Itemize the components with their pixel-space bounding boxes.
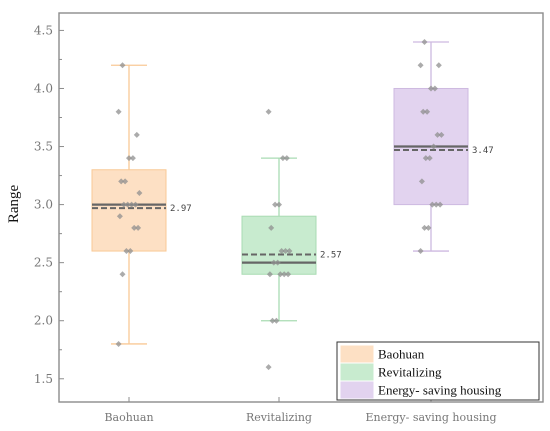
x-tick-label: Revitalizing: [246, 411, 312, 424]
data-point: [422, 155, 429, 162]
data-point: [424, 108, 431, 115]
data-point: [428, 85, 434, 92]
mean-label: 2.97: [170, 204, 192, 214]
legend-swatch: [340, 363, 374, 381]
legend-label: Energy- saving housing: [378, 383, 502, 398]
box-group: 2.97: [91, 62, 192, 347]
legend: Baohuan Revitalizing Energy- saving housin…: [336, 341, 540, 401]
data-point: [133, 131, 140, 138]
y-tick-label: 2.5: [34, 256, 53, 270]
legend-label: Revitalizing: [378, 365, 442, 380]
data-point: [269, 317, 276, 324]
data-point: [282, 248, 289, 255]
data-point: [429, 201, 436, 208]
data-point: [131, 224, 138, 231]
data-point: [265, 108, 272, 115]
data-point: [426, 155, 433, 162]
data-point: [430, 143, 437, 150]
data-point: [417, 62, 424, 69]
data-point: [136, 189, 143, 196]
x-axis: Baohuan Revitalizing Energy- saving housin…: [104, 397, 497, 424]
data-point: [276, 201, 282, 208]
data-point: [279, 155, 286, 162]
data-point: [438, 131, 445, 138]
data-point: [420, 108, 427, 115]
y-axis-label: Range: [6, 185, 22, 224]
data-point: [425, 224, 432, 231]
iqr-box: [241, 215, 317, 275]
y-tick-label: 4.0: [34, 81, 53, 95]
x-tick-label: Baohuan: [104, 411, 153, 424]
data-point: [272, 201, 279, 208]
data-point: [122, 178, 129, 185]
y-axis: 1.5 2.0 2.5 3.0 3.5 4.0 4.5: [34, 23, 64, 386]
data-point: [266, 271, 273, 278]
data-point: [417, 248, 424, 255]
y-tick-label: 3.5: [34, 140, 53, 154]
data-point: [431, 85, 438, 92]
y-tick-label: 2.0: [34, 314, 53, 328]
data-point: [273, 317, 280, 324]
data-point: [265, 364, 272, 371]
mean-label: 3.47: [472, 146, 494, 156]
data-point: [281, 271, 288, 278]
data-point: [435, 62, 442, 69]
y-tick-label: 1.5: [34, 372, 53, 386]
data-point: [433, 201, 440, 208]
data-point: [277, 271, 284, 278]
data-point: [135, 224, 142, 231]
data-point: [115, 108, 122, 115]
mean-label: 2.57: [320, 251, 342, 261]
data-point: [115, 340, 122, 347]
data-point: [437, 201, 444, 208]
data-point: [285, 271, 292, 278]
data-point: [124, 201, 131, 208]
iqr-box: [91, 169, 167, 252]
y-tick-label: 4.5: [34, 23, 53, 37]
legend-label: Baohuan: [378, 347, 425, 362]
data-point: [123, 248, 130, 255]
legend-swatch: [340, 345, 374, 363]
data-point: [421, 224, 428, 231]
data-point: [128, 201, 135, 208]
data-point: [274, 259, 281, 266]
data-point: [268, 224, 275, 231]
plot-frame: [58, 12, 544, 403]
data-point: [118, 178, 125, 185]
y-tick-label: 3.0: [34, 198, 53, 212]
data-point: [126, 155, 132, 162]
data-point: [434, 131, 441, 138]
data-point: [120, 201, 127, 208]
data-point: [132, 201, 139, 208]
data-point: [421, 39, 428, 46]
data-point: [270, 259, 277, 266]
box-group: 2.57: [241, 108, 342, 371]
box-series: 2.97 2.57 3.47: [91, 39, 494, 371]
data-point: [278, 248, 285, 255]
data-point: [127, 248, 134, 255]
box-group: 3.47: [393, 39, 494, 255]
data-point: [116, 213, 123, 220]
x-tick-label: Energy- saving housing: [366, 411, 497, 424]
data-point: [119, 62, 126, 69]
data-point: [119, 271, 126, 278]
data-point: [129, 155, 136, 162]
data-point: [418, 178, 425, 185]
legend-swatch: [340, 381, 374, 399]
data-point: [286, 248, 293, 255]
data-point: [283, 155, 290, 162]
